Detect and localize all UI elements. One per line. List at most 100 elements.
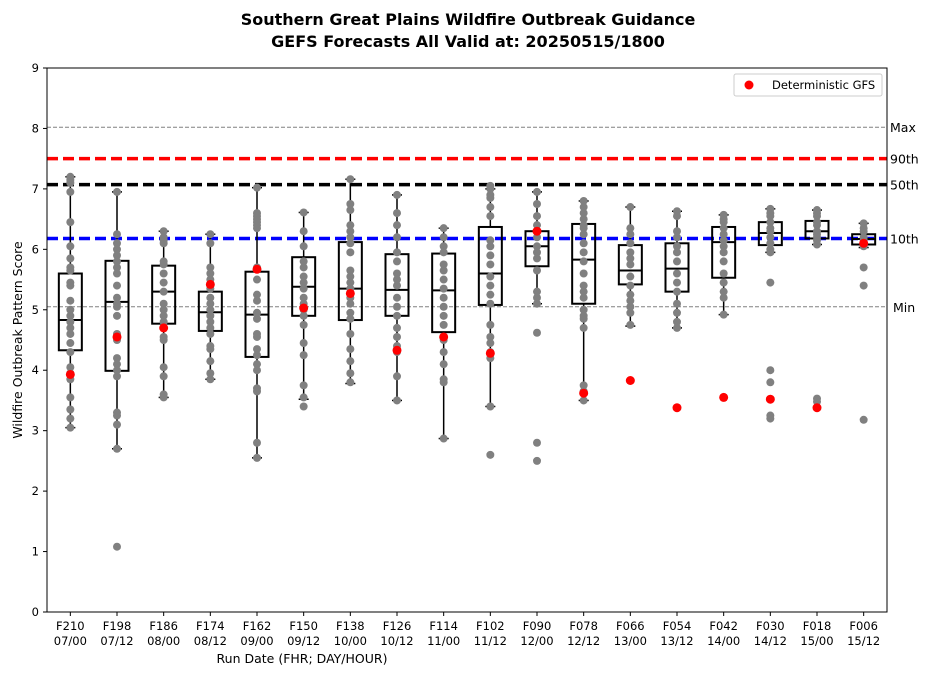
member-point [393,293,401,302]
member-point [439,378,448,387]
member-point [673,278,681,287]
x-tick-label-fhr: F006 [849,619,878,633]
member-point [533,328,541,337]
member-point [113,354,121,363]
y-tick-label: 3 [32,424,39,438]
reference-line-labels: Max 90th 50th 10th Min [890,120,919,315]
member-point [439,242,448,251]
member-point [486,272,495,281]
member-point [206,369,215,378]
member-point [253,438,261,447]
member-point [673,233,681,242]
member-point [439,320,448,329]
member-point [719,248,728,257]
member-point [579,323,588,332]
member-point [159,227,168,236]
y-axis: 0 1 2 3 4 5 6 7 8 9 [32,61,47,619]
member-point [159,393,168,402]
member-point [393,190,401,199]
member-point [579,305,588,314]
member-point [533,456,541,465]
member-point [299,351,308,360]
member-point [66,305,75,314]
y-tick-label: 5 [32,303,39,317]
deterministic-point [439,332,449,342]
member-point [579,257,588,266]
x-tick-label-fhr: F078 [569,619,598,633]
member-point [299,402,308,411]
reference-lines [47,126,887,308]
member-point [579,381,588,390]
y-tick-label: 0 [32,605,39,619]
member-point [66,393,75,402]
member-point [486,260,495,269]
member-point [299,381,308,390]
member-point [673,227,681,236]
box-plots [57,176,877,459]
x-tick-label-day-hour: 07/00 [54,634,87,648]
member-point [253,275,261,284]
member-point [299,227,308,236]
x-tick-label-day-hour: 08/12 [194,634,227,648]
member-point [719,242,728,251]
member-point [486,236,495,245]
x-tick-label-fhr: F018 [803,619,832,633]
member-point [579,396,588,405]
member-point [346,221,355,230]
reference-label-min: Min [893,300,915,315]
member-point [439,348,448,357]
member-point [673,287,681,296]
member-point [66,405,75,414]
member-point [393,221,401,230]
member-point [859,263,868,272]
member-point [393,257,401,266]
member-point [206,305,215,314]
member-point [113,444,121,453]
member-point [626,290,635,299]
member-point [813,221,821,230]
member-point [113,411,121,420]
x-tick-label-fhr: F066 [616,619,645,633]
member-point [486,339,495,348]
member-point [439,302,448,311]
member-point [533,242,541,251]
y-tick-label: 8 [32,121,39,135]
x-tick-label-day-hour: 10/00 [334,634,367,648]
member-point [766,248,775,257]
member-point [113,281,121,290]
member-point [159,287,168,296]
member-point [766,239,775,248]
deterministic-point [392,345,402,355]
member-point [346,357,355,366]
member-point [253,366,261,375]
member-point [579,269,588,278]
member-point [253,332,261,341]
x-tick-label-day-hour: 12/00 [520,634,553,648]
y-axis-label: Wildfire Outbreak Pattern Score [10,241,25,439]
member-point [206,269,215,278]
member-point [439,266,448,275]
member-point [253,296,261,305]
member-point [66,242,75,251]
member-point [813,212,821,221]
member-point [579,230,588,239]
member-point [766,378,775,387]
y-tick-label: 7 [32,182,39,196]
member-point [346,314,355,323]
member-point [766,366,775,375]
member-point [159,311,168,320]
member-point [113,366,121,375]
member-point [439,224,448,233]
member-point [719,224,728,233]
member-point [439,311,448,320]
member-point [719,218,728,227]
member-point [159,260,168,269]
member-point [113,293,121,302]
member-point [299,208,308,217]
member-point [486,332,495,341]
member-point [299,284,308,293]
member-point [346,278,355,287]
legend-marker-deterministic [744,80,754,90]
member-point [813,240,821,249]
member-point [253,360,261,369]
